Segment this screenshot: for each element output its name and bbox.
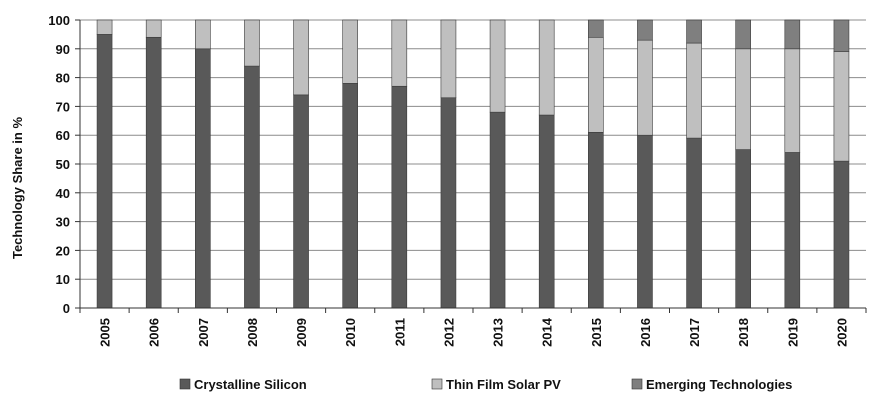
bar-segment-2014-s1	[538, 19, 555, 116]
legend-swatch	[431, 378, 443, 390]
bar-segment-2019-s0	[784, 152, 801, 309]
bars	[96, 19, 850, 309]
legend-item: Crystalline Silicon	[179, 377, 307, 392]
gridlines	[80, 19, 866, 309]
x-tick-label: 2008	[245, 318, 260, 347]
legend-swatch	[631, 378, 643, 390]
x-tick-label: 2012	[441, 318, 456, 347]
bar-segment-2005-s0	[96, 34, 113, 309]
x-tick-label: 2018	[736, 318, 751, 347]
x-tick-label: 2020	[834, 318, 849, 347]
legend-item: Thin Film Solar PV	[431, 377, 561, 392]
bar-segment-2020-s2	[833, 19, 850, 52]
bar-segment-2006-s1	[145, 19, 162, 38]
x-tick-label: 2014	[540, 317, 555, 347]
y-tick-label: 30	[56, 215, 70, 230]
x-tick-label: 2007	[196, 318, 211, 347]
legend-item: Emerging Technologies	[631, 377, 792, 392]
x-tick-label: 2016	[638, 318, 653, 347]
bar-segment-2011-s0	[391, 85, 408, 309]
bar-segment-2020-s0	[833, 160, 850, 309]
bar-segment-2017-s1	[686, 42, 702, 139]
bar-segment-2018-s1	[735, 48, 751, 150]
bar-segment-2015-s1	[588, 36, 604, 133]
legend-swatch	[179, 378, 191, 390]
bar-segment-2008-s1	[244, 19, 260, 67]
legend: Crystalline Silicon Thin Film Solar PV Eme…	[179, 377, 792, 392]
x-tick-label: 2006	[147, 318, 162, 347]
y-tick-label: 0	[63, 301, 70, 316]
y-tick-label: 10	[56, 272, 70, 287]
bar-segment-2007-s1	[195, 19, 211, 50]
y-tick-label: 50	[56, 157, 70, 172]
x-tick-label: 2013	[491, 318, 506, 347]
x-tick-label: 2015	[589, 318, 604, 347]
bar-segment-2020-s1	[833, 51, 850, 162]
bar-segment-2016-s1	[637, 39, 653, 136]
x-tick-label: 2011	[392, 318, 407, 346]
x-tick-label: 2010	[343, 318, 358, 347]
bar-segment-2016-s0	[637, 134, 653, 309]
bar-segment-2005-s1	[96, 19, 113, 35]
y-tick-label: 20	[56, 243, 70, 258]
bar-segment-2009-s1	[293, 19, 309, 96]
bar-segment-2015-s2	[588, 19, 604, 38]
bar-segment-2014-s0	[538, 114, 555, 309]
y-tick-label: 40	[56, 186, 70, 201]
y-tick-label: 70	[56, 99, 70, 114]
bar-segment-2017-s0	[686, 137, 702, 309]
y-tick-label: 100	[48, 13, 70, 28]
legend-label: Crystalline Silicon	[194, 377, 307, 392]
bar-segment-2013-s0	[489, 111, 506, 309]
x-ticks: 2005 2006 2007 2008 2009 2010 2011 2012 2013 2014…	[79, 308, 867, 347]
bar-segment-2012-s1	[440, 19, 457, 99]
y-tick-label: 60	[56, 128, 70, 143]
y-ticks: 0 10 20 30 40 50 60 70 80 90 100	[48, 13, 80, 316]
bar-segment-2006-s0	[145, 36, 162, 309]
legend-label: Thin Film Solar PV	[446, 377, 561, 392]
y-tick-label: 90	[56, 42, 70, 57]
bar-segment-2011-s1	[391, 19, 408, 87]
bar-segment-2017-s2	[686, 19, 702, 44]
bar-segment-2010-s0	[342, 83, 358, 309]
y-axis-label: Technology Share in %	[10, 117, 25, 260]
x-tick-label: 2005	[98, 318, 113, 347]
bar-segment-2008-s0	[244, 65, 260, 309]
x-tick-label: 2017	[687, 318, 702, 347]
y-tick-label: 80	[56, 71, 70, 86]
bar-segment-2010-s1	[342, 19, 358, 84]
legend-label: Emerging Technologies	[646, 377, 792, 392]
bar-segment-2019-s1	[784, 48, 801, 153]
bar-segment-2019-s2	[784, 19, 801, 50]
bar-segment-2018-s2	[735, 19, 751, 50]
x-tick-label: 2019	[785, 318, 800, 347]
bar-segment-2009-s0	[293, 94, 309, 309]
bar-segment-2012-s0	[440, 97, 457, 309]
bar-segment-2013-s1	[489, 19, 506, 113]
bar-segment-2007-s0	[195, 48, 211, 309]
bar-segment-2018-s0	[735, 149, 751, 309]
x-tick-label: 2009	[294, 318, 309, 347]
bar-segment-2016-s2	[637, 19, 653, 41]
bar-segment-2015-s0	[588, 132, 604, 309]
